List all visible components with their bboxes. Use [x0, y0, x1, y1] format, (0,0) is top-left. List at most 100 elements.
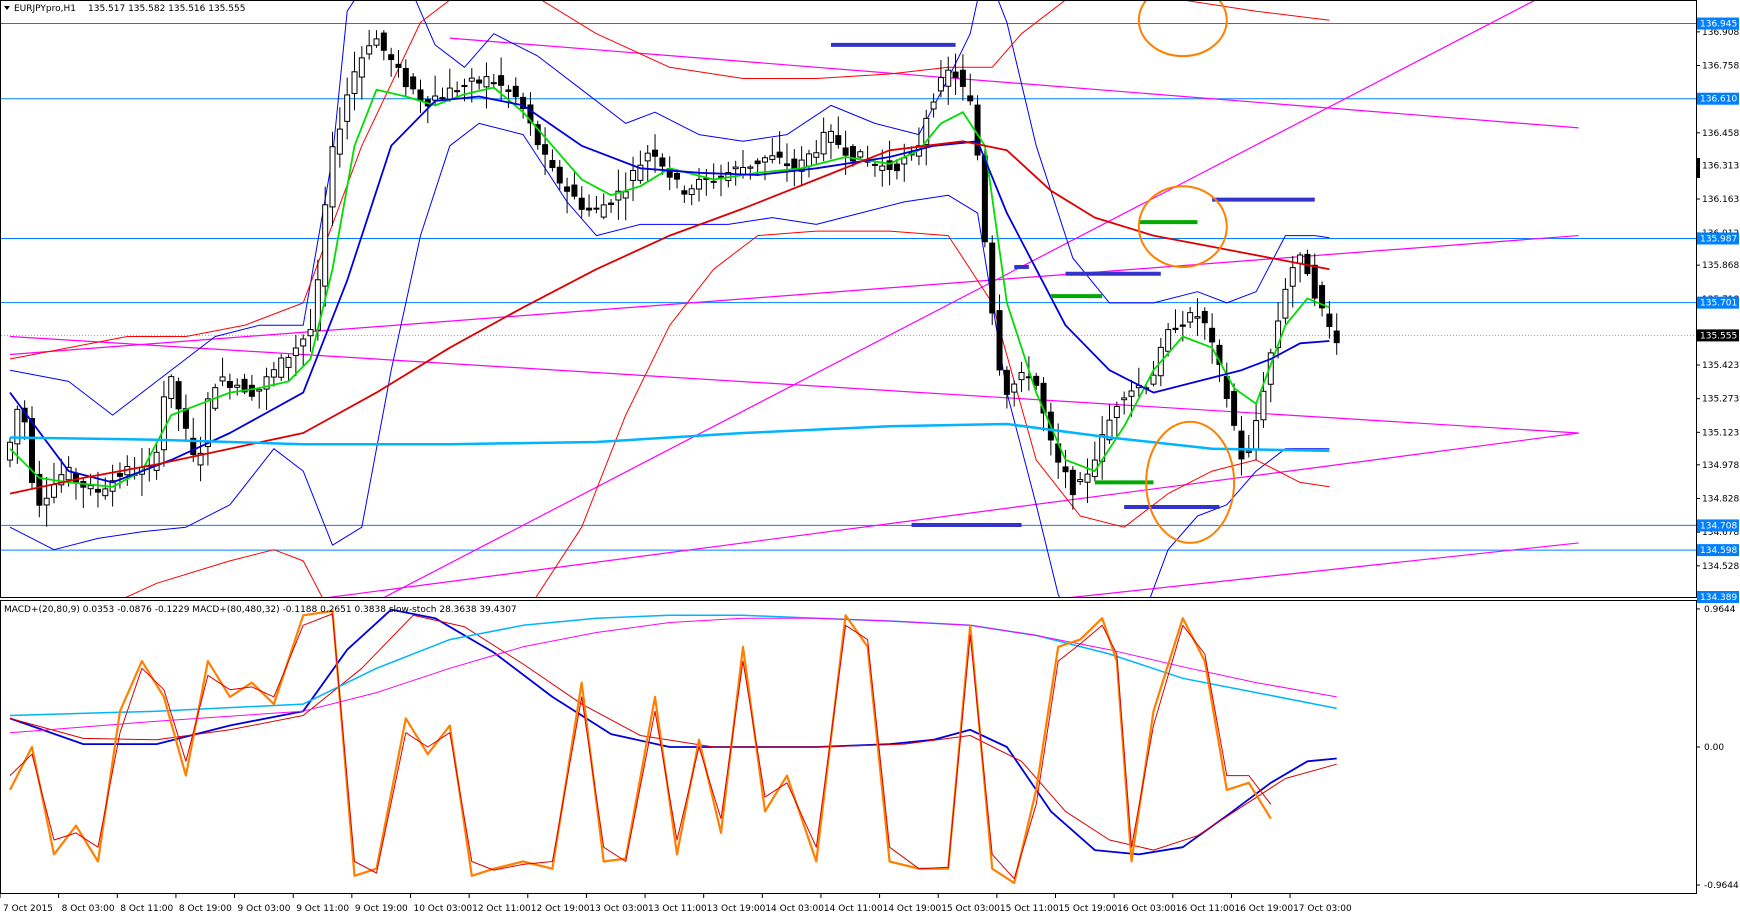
x-tick-label: 16 Oct 19:00: [1234, 904, 1293, 914]
x-tick-label: 13 Oct 11:00: [648, 904, 707, 914]
candle-body: [28, 418, 35, 483]
level-price-label-box: [1697, 544, 1739, 557]
candle-body: [65, 466, 72, 481]
level-price-label: 135.987: [1700, 234, 1737, 244]
candle-body: [160, 396, 167, 451]
indicator-series-line: [9, 614, 1337, 717]
candle-body: [615, 190, 622, 201]
candle-body: [94, 488, 101, 493]
candle-body: [769, 155, 776, 160]
candle-body: [945, 69, 952, 87]
candle-body: [336, 128, 343, 155]
candle-body: [446, 87, 453, 100]
candle-body: [505, 89, 512, 92]
indicator-series-line: [9, 609, 1272, 885]
candle-body: [43, 497, 50, 506]
candle-body: [761, 157, 768, 163]
x-tick-label: 9 Oct 19:00: [355, 904, 408, 914]
candle-body: [307, 329, 314, 337]
x-tick-label: 9 Oct 11:00: [296, 904, 349, 914]
y-tick-label: 135.423: [1702, 361, 1739, 371]
candle-body: [1326, 313, 1333, 328]
candle-body: [219, 376, 226, 382]
candle-body: [87, 485, 94, 490]
candle-body: [1297, 254, 1304, 264]
y-tick-label: 136.758: [1702, 62, 1739, 72]
trendline: [9, 234, 1579, 356]
y-tick-label: 136.163: [1702, 195, 1739, 205]
candle-body: [718, 175, 725, 178]
candle-body: [871, 163, 878, 166]
trendlines: [9, 1, 1579, 597]
x-tick-label: 13 Oct 19:00: [707, 904, 766, 914]
candle-body: [996, 310, 1003, 371]
candle-body: [226, 380, 233, 388]
candle-body: [344, 94, 351, 122]
candle-body: [967, 95, 974, 102]
x-tick-label: 14 Oct 11:00: [824, 904, 883, 914]
highlight-circle: [1137, 1, 1228, 58]
x-tick-label: 12 Oct 19:00: [531, 904, 590, 914]
candle-body: [1201, 311, 1208, 324]
candle-body: [879, 165, 886, 171]
bottom-price-label-box: [1697, 591, 1739, 603]
x-tick-label: 9 Oct 03:00: [238, 904, 291, 914]
level-price-label-box: [1697, 296, 1739, 309]
candle-body: [827, 130, 834, 143]
candle-body: [395, 63, 402, 68]
indicator-y-tick-label: -0.9644: [1704, 881, 1739, 891]
candle-body: [270, 369, 277, 378]
highlight-circles: [1137, 1, 1236, 544]
candle-body: [681, 190, 688, 195]
current-price-label-box: [1697, 329, 1739, 342]
candle-body: [182, 408, 189, 429]
candle-body: [432, 95, 439, 101]
candle-body: [1069, 469, 1076, 496]
candle-body: [1209, 327, 1216, 343]
candle-body: [175, 381, 182, 410]
candle-body: [50, 484, 57, 498]
candle-body: [527, 104, 534, 124]
candle-body: [893, 163, 900, 172]
indicator-panel-frame: [0, 600, 1697, 894]
candle-body: [1121, 397, 1128, 401]
candle-body: [168, 376, 175, 400]
candle-body: [351, 71, 358, 94]
x-tick-label: 15 Oct 11:00: [1000, 904, 1059, 914]
candle-body: [959, 69, 966, 87]
highlight-circle: [1145, 420, 1236, 544]
candle-body: [278, 357, 285, 378]
candle-body: [468, 77, 475, 82]
indicator-lines: [9, 608, 1337, 885]
candle-body: [813, 152, 820, 158]
candle-body: [1172, 327, 1179, 331]
candle-body: [622, 191, 629, 199]
candle-body: [197, 452, 204, 466]
candle-body: [989, 242, 996, 314]
dropdown-triangle-icon[interactable]: [4, 6, 10, 10]
candle-body: [1113, 406, 1120, 419]
y-tick-label: 134.828: [1702, 495, 1739, 505]
candle-body: [190, 437, 197, 456]
candle-body: [388, 54, 395, 61]
candle-body: [461, 84, 468, 87]
candle-body: [1011, 383, 1018, 393]
candle-body: [835, 135, 842, 145]
level-price-label: 136.610: [1700, 95, 1737, 105]
candle-body: [263, 376, 270, 390]
candle-body: [1231, 390, 1238, 426]
candle-body: [571, 184, 578, 197]
candle-body: [1003, 369, 1010, 395]
candle-body: [652, 149, 659, 157]
x-tick-label: 17 Oct 03:00: [1293, 904, 1352, 914]
candle-body: [820, 131, 827, 155]
candle-body: [1223, 376, 1230, 399]
level-price-label-box: [1697, 519, 1739, 532]
candle-body: [1333, 330, 1340, 344]
candle-body: [857, 151, 864, 158]
candle-body: [659, 157, 666, 167]
candle-body: [805, 153, 812, 167]
candle-body: [688, 188, 695, 196]
